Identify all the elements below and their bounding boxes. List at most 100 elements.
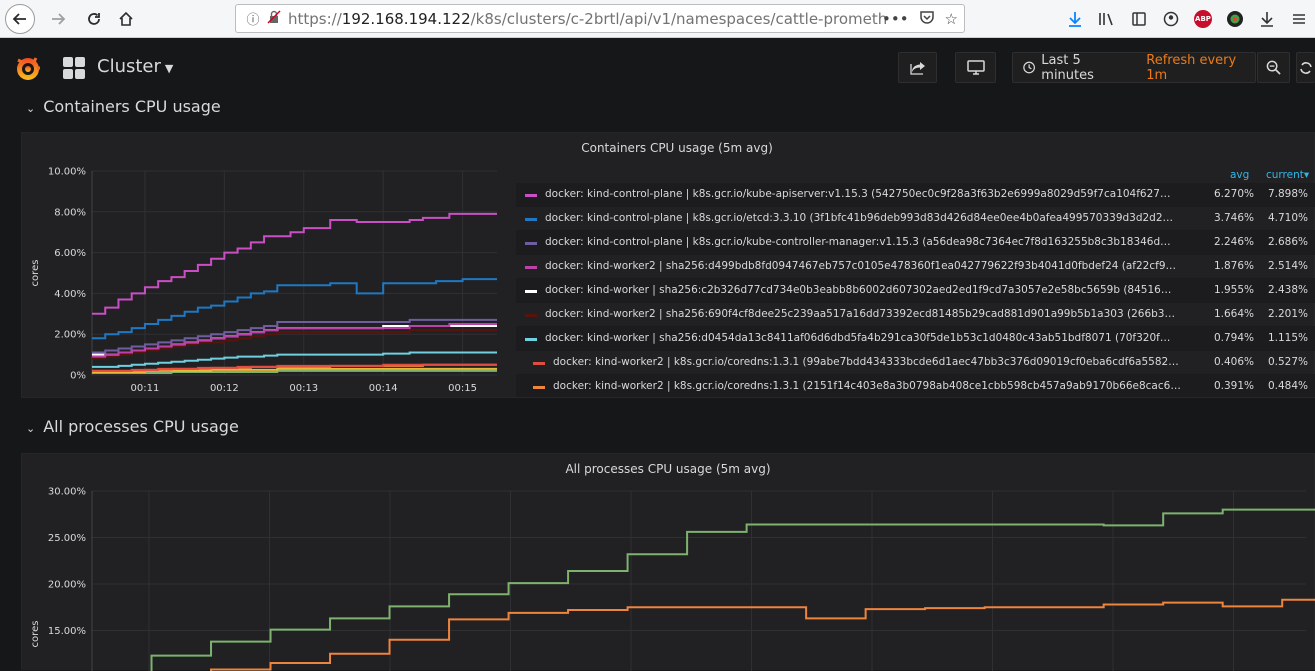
legend-current-value: 0.527% <box>1267 356 1308 368</box>
dashboard-grid-icon[interactable] <box>63 57 85 79</box>
legend-series-name[interactable]: docker: kind-control-plane | k8s.gcr.io/… <box>545 212 1177 224</box>
series-line <box>210 598 1315 671</box>
legend-item[interactable]: docker: kind-control-plane | k8s.gcr.io/… <box>516 207 1315 231</box>
extension-icon[interactable] <box>1225 9 1245 29</box>
pocket-icon[interactable] <box>919 9 935 29</box>
panel-title[interactable]: All processes CPU usage (5m avg) <box>565 462 771 476</box>
series-line <box>92 212 497 315</box>
grafana-navbar: Cluster ▼ Last 5 minutes Refresh every 1m <box>0 39 1315 94</box>
bookmark-star-icon[interactable]: ☆ <box>944 9 958 28</box>
reload-icon <box>88 12 100 25</box>
legend-current-value: 2.514% <box>1267 260 1308 272</box>
legend-series-name[interactable]: docker: kind-worker | sha256:d0454da13c8… <box>545 332 1177 344</box>
url-text[interactable]: https://192.168.194.122/k8s/clusters/c-2… <box>288 9 888 28</box>
legend-series-name[interactable]: docker: kind-control-plane | k8s.gcr.io/… <box>545 188 1177 200</box>
y-tick-label: 0% <box>70 371 86 382</box>
y-tick-label: 10.00% <box>48 167 86 178</box>
legend-item[interactable]: docker: kind-control-plane | k8s.gcr.io/… <box>516 183 1315 207</box>
y-tick-label: 20.00% <box>48 580 86 591</box>
downloads-icon[interactable] <box>1065 9 1085 29</box>
legend-series-name[interactable]: docker: kind-worker2 | sha256:690f4cf8de… <box>545 308 1177 320</box>
row-toggle-containers-cpu[interactable]: ⌄ Containers CPU usage <box>26 97 221 116</box>
containers-cpu-chart[interactable]: 10.00% 8.00% 6.00% 4.00% 2.00% 0% 00:11 00:12 00… <box>22 133 502 399</box>
arrow-right-icon <box>52 12 66 25</box>
legend-avg-value: 1.955% <box>1213 284 1254 296</box>
legend-series-name[interactable]: docker: kind-control-plane | k8s.gcr.io/… <box>545 236 1177 248</box>
y-tick-label: 30.00% <box>48 487 86 498</box>
legend-item[interactable]: docker: kind-worker | sha256:d0454da13c8… <box>516 327 1315 351</box>
clock-icon <box>1023 61 1036 74</box>
legend-item[interactable]: docker: kind-worker2 | sha256:690f4cf8de… <box>516 303 1315 327</box>
legend-color-swatch[interactable] <box>525 290 537 293</box>
account-icon[interactable] <box>1161 9 1181 29</box>
x-tick-label: 00:15 <box>448 383 477 394</box>
sidebar-icon[interactable] <box>1129 9 1149 29</box>
x-tick-label: 00:12 <box>210 383 239 394</box>
legend-item[interactable]: docker: kind-worker2 | k8s.gcr.io/coredn… <box>516 351 1315 375</box>
back-button[interactable] <box>5 3 35 34</box>
insecure-lock-icon[interactable] <box>264 9 284 28</box>
chevron-down-icon: ⌄ <box>26 422 36 435</box>
panel-title[interactable]: Containers CPU usage (5m avg) <box>581 141 773 155</box>
y-tick-label: 15.00% <box>48 626 86 637</box>
chevron-down-icon: ⌄ <box>26 102 36 115</box>
series-line <box>92 369 497 374</box>
page-actions-icon[interactable]: ••• <box>882 9 909 28</box>
legend-color-swatch[interactable] <box>525 314 537 317</box>
series-line <box>92 278 497 340</box>
legend-sort-current[interactable]: current▾ <box>1266 169 1310 181</box>
home-button[interactable] <box>111 4 141 34</box>
legend-color-swatch[interactable] <box>525 266 537 269</box>
share-button[interactable] <box>898 52 937 83</box>
legend-series-name[interactable]: docker: kind-worker | sha256:c2b326d77cd… <box>545 284 1177 296</box>
legend-series-name[interactable]: docker: kind-worker2 | sha256:d499bdb8fd… <box>545 260 1177 272</box>
legend-item[interactable]: docker: kind-worker2 | sha256:d499bdb8fd… <box>516 255 1315 279</box>
time-picker-button[interactable]: Last 5 minutes Refresh every 1m <box>1012 52 1256 83</box>
legend-current-value: 4.710% <box>1267 212 1308 224</box>
y-axis-label: cores <box>30 621 41 648</box>
legend-avg-value: 3.746% <box>1213 212 1254 224</box>
download-arrow-icon[interactable] <box>1257 9 1277 29</box>
dashboard-picker[interactable]: Cluster ▼ <box>97 56 173 77</box>
legend-current-value: 1.115% <box>1267 332 1308 344</box>
refresh-button[interactable] <box>1296 52 1315 83</box>
x-tick-label: 00:11 <box>131 383 160 394</box>
arrow-left-icon <box>12 12 26 25</box>
row-toggle-all-processes-cpu[interactable]: ⌄ All processes CPU usage <box>26 417 239 436</box>
legend-item[interactable]: docker: kind-worker | sha256:c2b326d77cd… <box>516 279 1315 303</box>
legend-sort-avg[interactable]: avg <box>1230 169 1250 181</box>
series-line <box>92 351 497 368</box>
legend-item[interactable]: docker: kind-control-plane | k8s.gcr.io/… <box>516 231 1315 255</box>
legend-item[interactable]: docker: kind-worker2 | k8s.gcr.io/coredn… <box>516 375 1315 397</box>
library-icon[interactable] <box>1097 9 1117 29</box>
legend-series-name[interactable]: docker: kind-worker2 | k8s.gcr.io/coredn… <box>553 380 1185 392</box>
legend-color-swatch[interactable] <box>533 362 545 365</box>
reload-button[interactable] <box>79 4 109 34</box>
tv-mode-button[interactable] <box>955 52 996 83</box>
home-icon <box>119 11 133 26</box>
legend-avg-value: 0.391% <box>1213 380 1254 392</box>
legend-series-name[interactable]: docker: kind-worker2 | k8s.gcr.io/coredn… <box>553 356 1185 368</box>
y-tick-label: 8.00% <box>54 207 86 218</box>
menu-icon[interactable] <box>1289 9 1309 29</box>
row-title: All processes CPU usage <box>43 417 239 436</box>
forward-button[interactable] <box>43 4 73 34</box>
legend-color-swatch[interactable] <box>525 242 537 245</box>
legend-color-swatch[interactable] <box>525 338 537 341</box>
legend-color-swatch[interactable] <box>533 386 545 389</box>
legend-color-swatch[interactable] <box>525 218 537 221</box>
address-bar[interactable]: ⓘ https://192.168.194.122/k8s/clusters/c… <box>235 4 965 33</box>
grafana-logo-icon[interactable] <box>12 52 44 84</box>
legend-avg-value: 0.794% <box>1213 332 1254 344</box>
legend-avg-value: 1.876% <box>1213 260 1254 272</box>
row-title: Containers CPU usage <box>43 97 221 116</box>
all-processes-cpu-chart[interactable]: 30.00% 25.00% 20.00% 15.00% cores <box>22 454 1315 671</box>
zoom-out-button[interactable] <box>1257 52 1290 83</box>
info-icon[interactable]: ⓘ <box>246 13 260 28</box>
legend-current-value: 2.686% <box>1267 236 1308 248</box>
adblock-plus-icon[interactable]: ABP <box>1193 9 1213 29</box>
monitor-icon <box>966 59 985 75</box>
legend-current-value: 2.438% <box>1267 284 1308 296</box>
legend-color-swatch[interactable] <box>525 194 537 197</box>
series-line <box>92 318 497 354</box>
